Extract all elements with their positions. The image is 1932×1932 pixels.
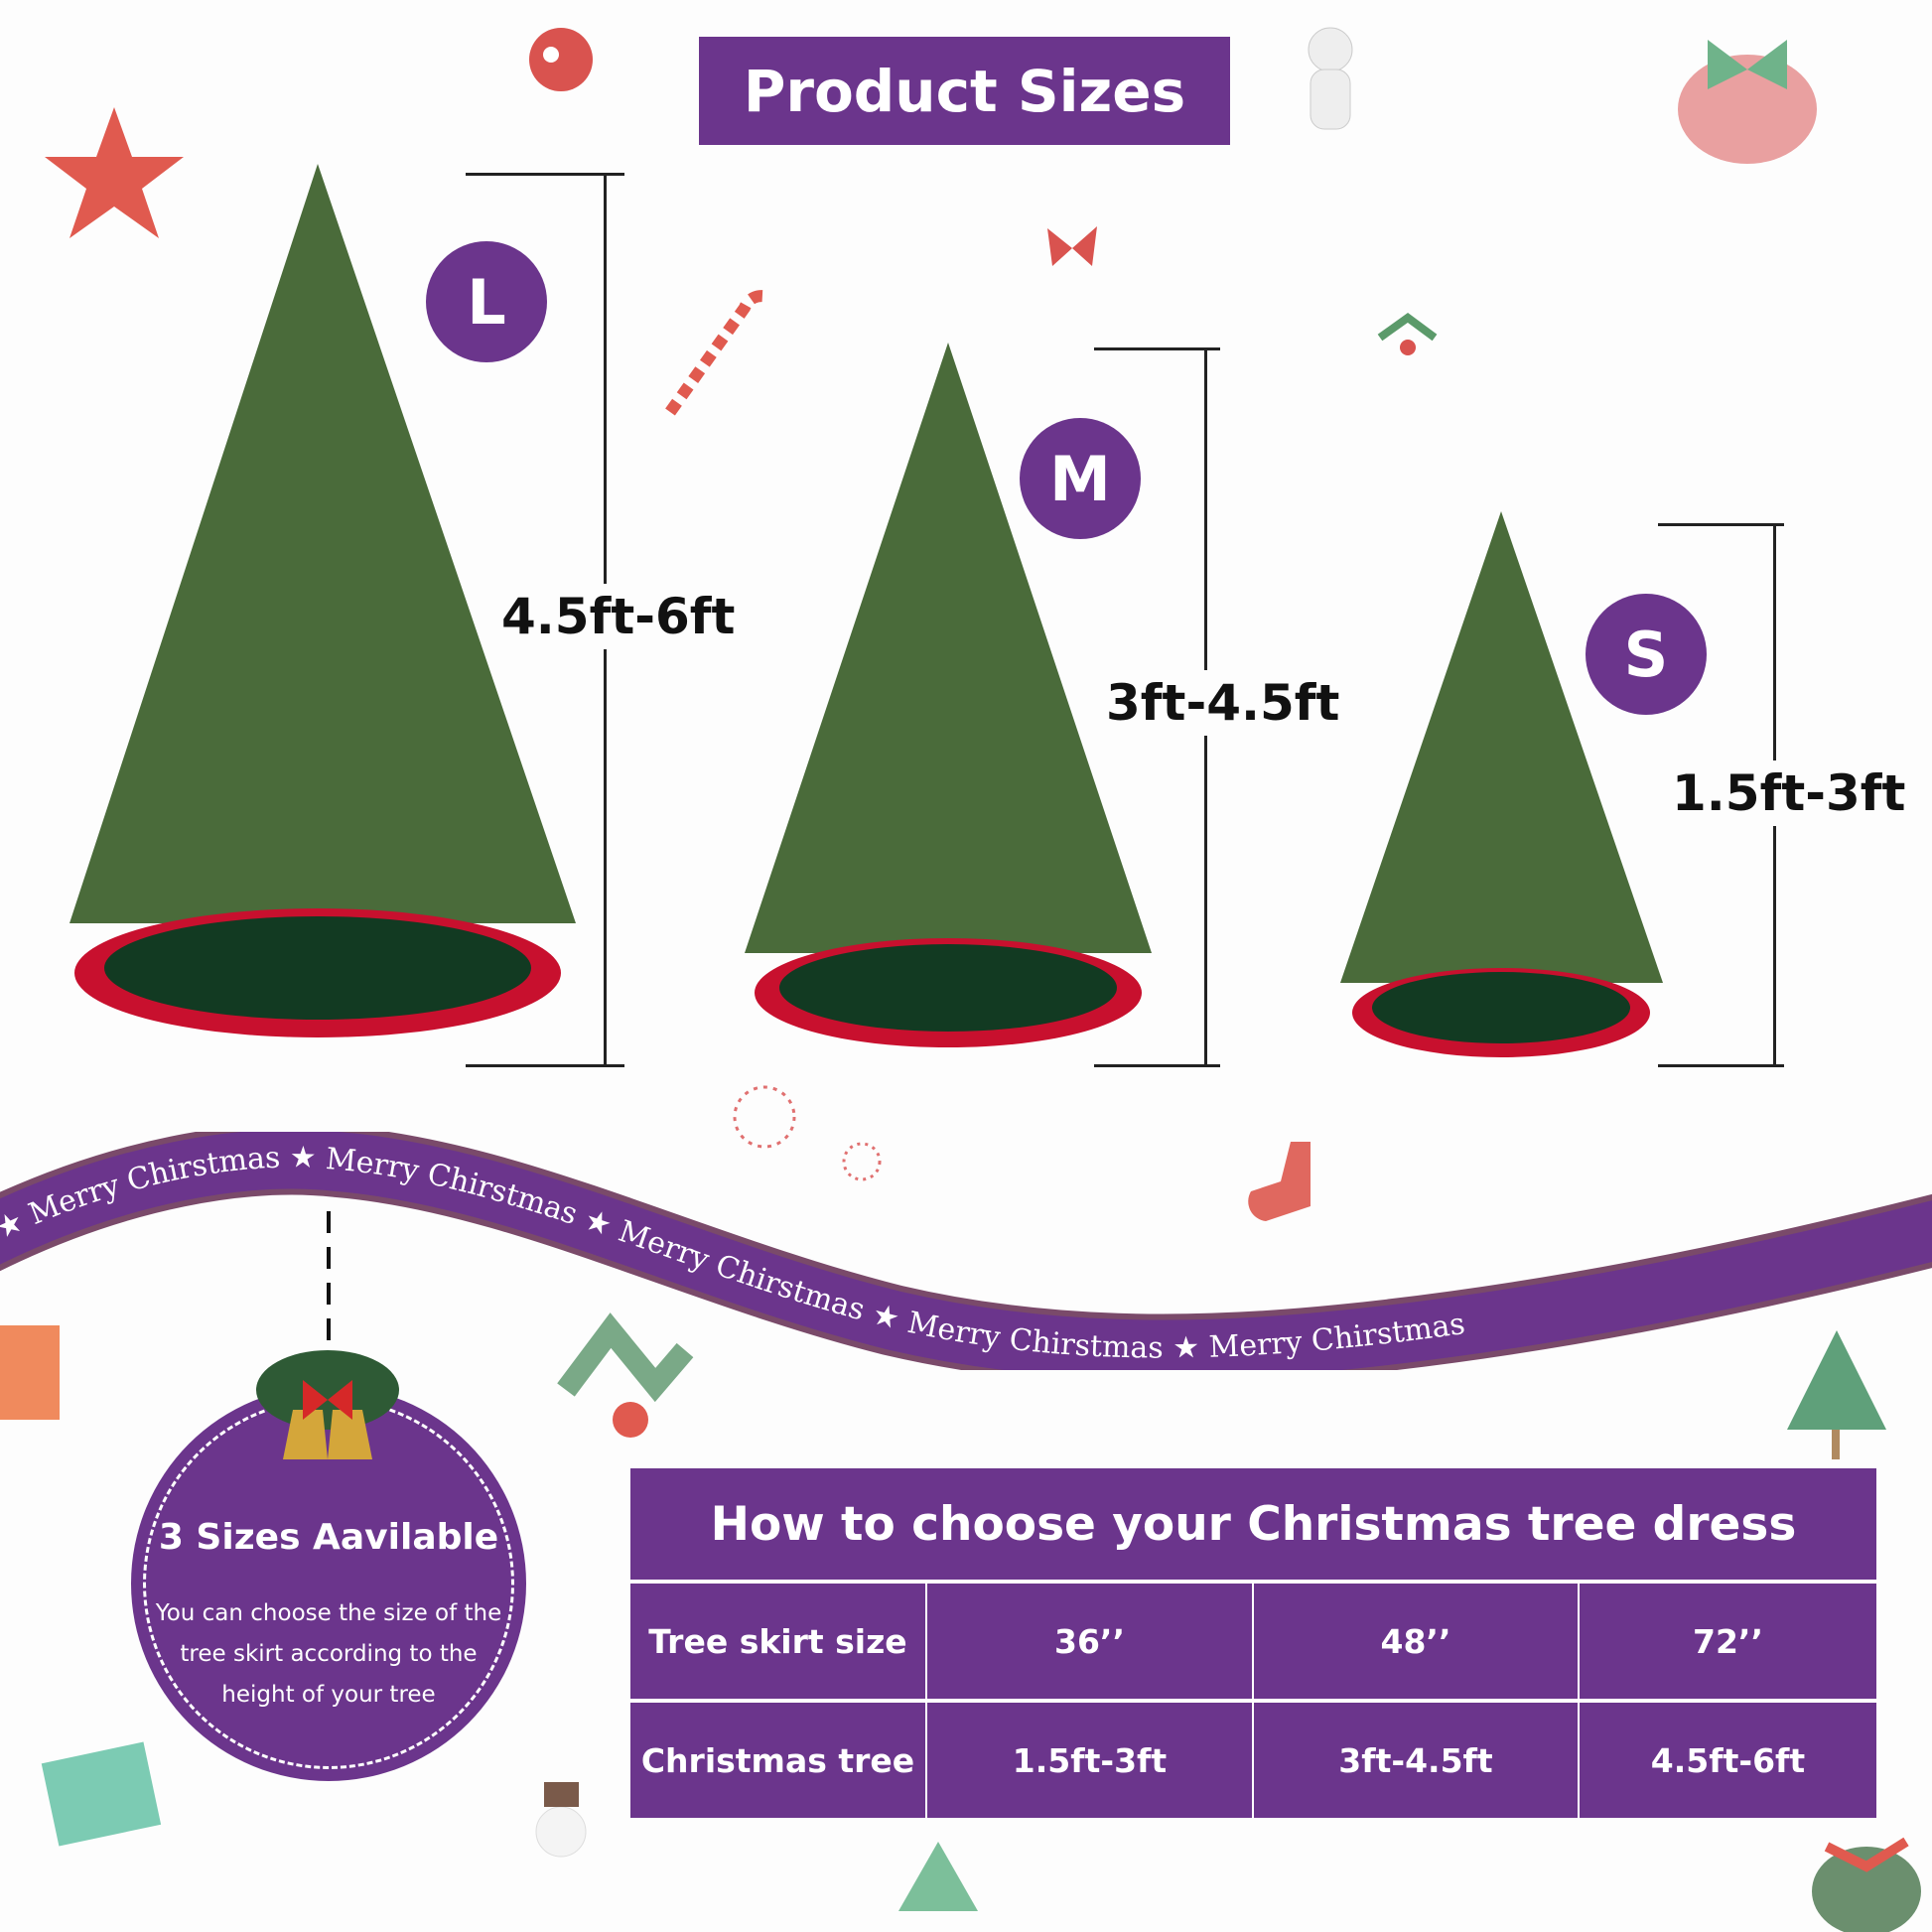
size-guide-table: How to choose your Christmas tree dress … bbox=[630, 1468, 1876, 1818]
table-cell: 4.5ft-6ft bbox=[1578, 1701, 1876, 1818]
page-title: Product Sizes bbox=[699, 37, 1230, 145]
holly-icon bbox=[557, 1312, 694, 1438]
marker-bottom-line bbox=[466, 1064, 624, 1067]
height-label: 1.5ft-3ft bbox=[1670, 760, 1908, 826]
size-badge-medium: M bbox=[1020, 418, 1141, 539]
candy-cane-icon bbox=[665, 290, 772, 416]
bow-icon bbox=[1047, 226, 1097, 266]
large-tree-image bbox=[69, 164, 576, 1037]
wreath-ornament-icon bbox=[1812, 1837, 1921, 1932]
size-badge-large: L bbox=[426, 241, 547, 362]
row-label: Tree skirt size bbox=[630, 1582, 926, 1703]
merry-christmas-banner: ★ Merry Chirstmas ★ Merry Chirstmas ★ Me… bbox=[0, 1132, 1932, 1370]
info-title: 3 Sizes Aavilable bbox=[158, 1517, 499, 1558]
banner-star-icon: ★ bbox=[289, 1140, 327, 1175]
marker-bottom-line bbox=[1658, 1064, 1784, 1067]
tree-images bbox=[69, 164, 1663, 1057]
table-cell: 36’’ bbox=[925, 1582, 1253, 1703]
svg-text:★ Merry Chirstmas ★ M: ★ Merry Chirstmas ★ Merry Chirstmas ★ Me… bbox=[0, 1140, 1467, 1365]
table-row: Christmas tree 1.5ft-3ft 3ft-4.5ft 4.5ft… bbox=[630, 1701, 1876, 1818]
banner-star-icon: ★ bbox=[869, 1297, 912, 1339]
table-title: How to choose your Christmas tree dress bbox=[630, 1468, 1876, 1584]
info-text: You can choose the size of the tree skir… bbox=[155, 1600, 502, 1708]
ornament-icon bbox=[529, 28, 593, 91]
table-cell: 1.5ft-3ft bbox=[925, 1701, 1253, 1818]
marker-bottom-line bbox=[1094, 1064, 1220, 1067]
height-label: 4.5ft-6ft bbox=[499, 584, 738, 649]
table-cell: 72’’ bbox=[1578, 1582, 1876, 1703]
table-row: Tree skirt size 36’’ 48’’ 72’’ bbox=[630, 1582, 1876, 1703]
height-label: 3ft-4.5ft bbox=[1104, 670, 1342, 736]
gift-ornament-icon bbox=[1678, 40, 1817, 164]
marker-top-line bbox=[1094, 347, 1220, 350]
gingerbread-icon bbox=[1308, 27, 1353, 130]
snowflake-icon bbox=[733, 1085, 882, 1181]
table-cell: 3ft-4.5ft bbox=[1252, 1701, 1579, 1818]
small-tree-icon bbox=[898, 1330, 1886, 1911]
medium-tree-image bbox=[745, 343, 1152, 1047]
poinsettia-icon bbox=[45, 107, 184, 238]
marker-top-line bbox=[1658, 523, 1784, 526]
gift-icon bbox=[0, 1325, 162, 1847]
marker-top-line bbox=[466, 173, 624, 176]
small-tree-image bbox=[1340, 511, 1663, 1057]
banner-star-icon: ★ bbox=[1173, 1330, 1209, 1366]
stocking-icon bbox=[1248, 1142, 1311, 1221]
snowman-icon bbox=[535, 1782, 587, 1858]
size-badge-small: S bbox=[1586, 594, 1707, 715]
holly-icon bbox=[1377, 313, 1438, 355]
table-cell: 48’’ bbox=[1252, 1582, 1579, 1703]
bells-icon bbox=[256, 1350, 399, 1459]
row-label: Christmas tree bbox=[640, 1740, 915, 1780]
